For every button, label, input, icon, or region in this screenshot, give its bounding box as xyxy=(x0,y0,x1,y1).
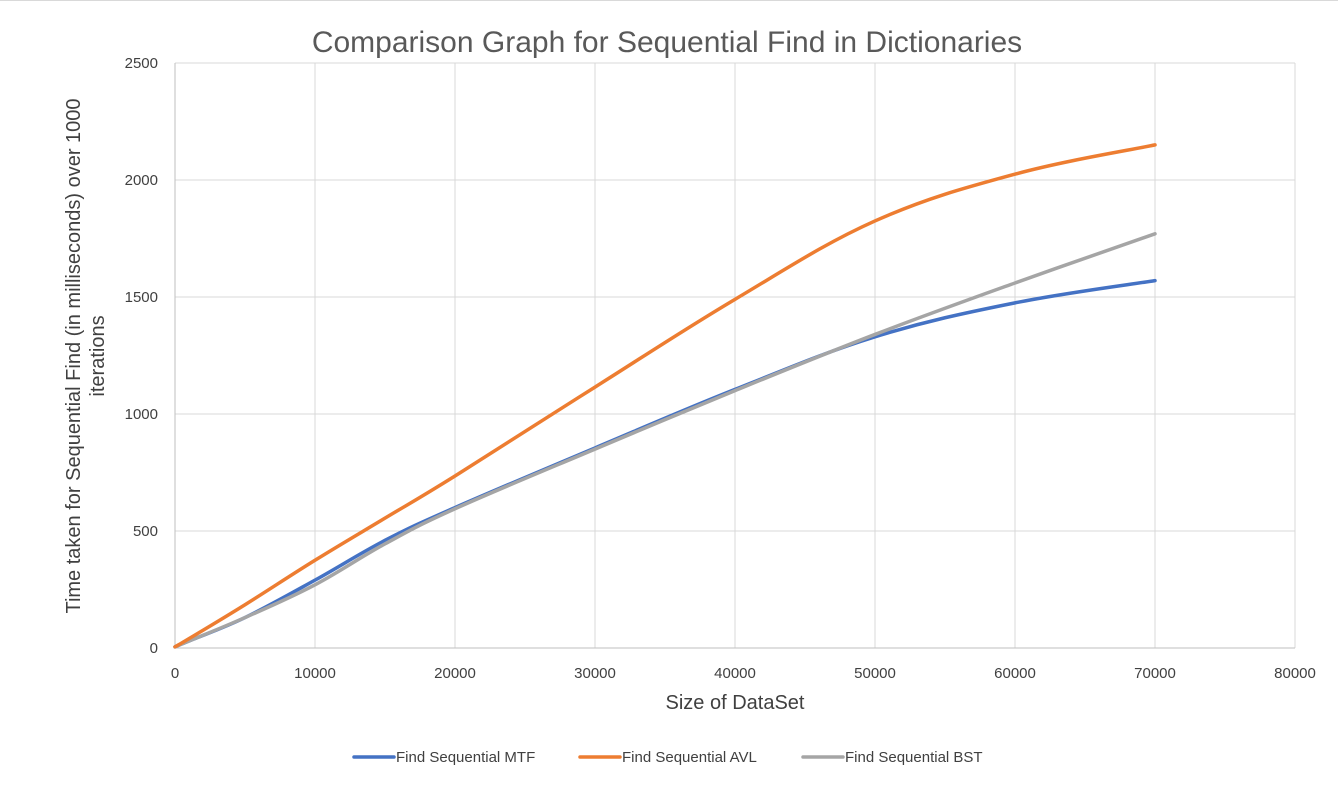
y-tick-label: 2000 xyxy=(125,172,158,189)
x-tick-label: 40000 xyxy=(714,665,756,682)
y-tick-label: 500 xyxy=(133,523,158,540)
y-axis-title-line-1: Time taken for Sequential Find (in milli… xyxy=(63,98,85,613)
x-tick-label: 0 xyxy=(171,665,179,682)
x-tick-label: 10000 xyxy=(294,665,336,682)
tick-labels: 0 10000 20000 30000 40000 50000 60000 70000 8000… xyxy=(125,55,1316,682)
series-line-find-sequential-mtf xyxy=(173,278,1157,649)
grid xyxy=(175,62,1296,648)
chart-title: Comparison Graph for Sequential Find in … xyxy=(312,26,1022,59)
y-axis-title: Time taken for Sequential Find (in milli… xyxy=(63,98,109,613)
x-tick-label: 50000 xyxy=(854,665,896,682)
series-line-find-sequential-bst xyxy=(173,232,1157,649)
y-tick-label: 0 xyxy=(150,640,158,657)
series-lines xyxy=(173,143,1157,649)
axes xyxy=(174,63,1295,649)
x-tick-label: 70000 xyxy=(1134,665,1176,682)
y-tick-label: 1000 xyxy=(125,406,158,423)
x-tick-label: 60000 xyxy=(994,665,1036,682)
x-tick-label: 30000 xyxy=(574,665,616,682)
x-tick-label: 80000 xyxy=(1274,665,1316,682)
x-axis-title: Size of DataSet xyxy=(666,692,805,714)
top-border xyxy=(0,0,1338,1)
series-line-find-sequential-avl xyxy=(173,143,1157,649)
y-axis-title-line-2: iterations xyxy=(87,315,109,396)
legend: Find Sequential MTF Find Sequential AVL Fi… xyxy=(352,749,983,766)
y-tick-label: 2500 xyxy=(125,55,158,72)
legend-label: Find Sequential BST xyxy=(845,749,983,766)
x-tick-label: 20000 xyxy=(434,665,476,682)
legend-label: Find Sequential AVL xyxy=(622,749,757,766)
y-tick-label: 1500 xyxy=(125,289,158,306)
legend-label: Find Sequential MTF xyxy=(396,749,535,766)
